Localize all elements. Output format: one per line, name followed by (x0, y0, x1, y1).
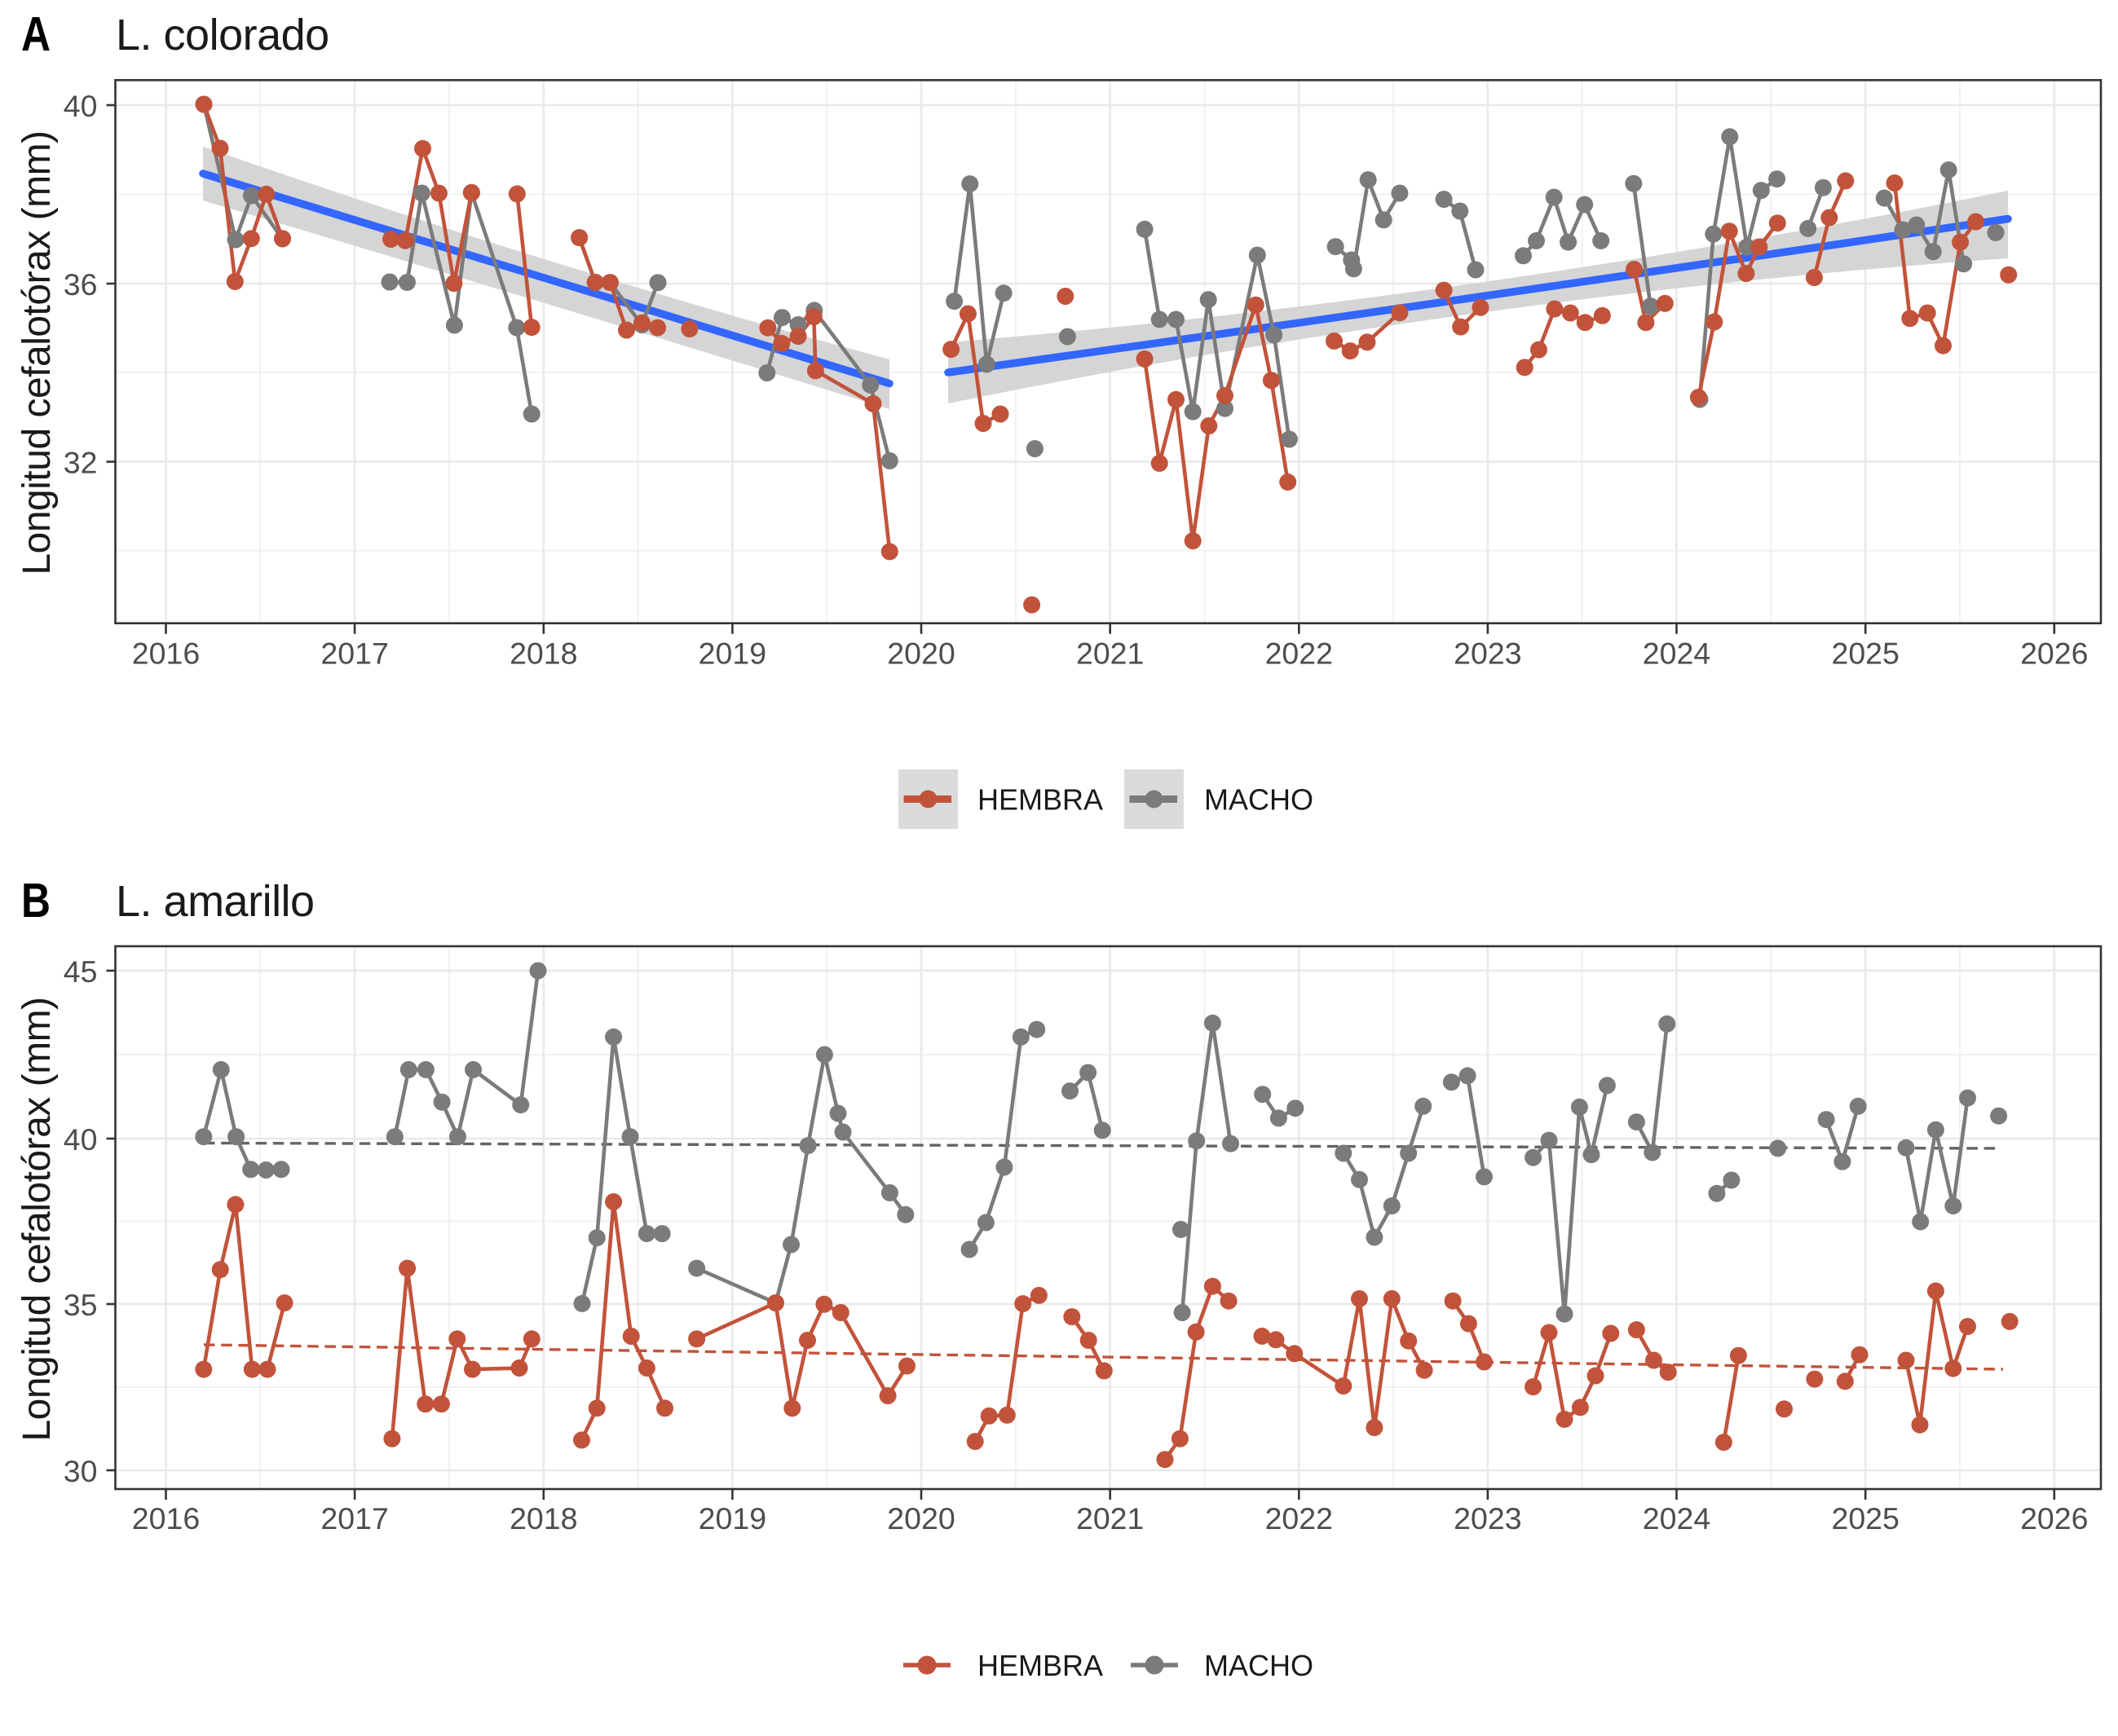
svg-text:35: 35 (64, 1288, 98, 1322)
svg-text:Longitud cefalotórax (mm): Longitud cefalotórax (mm) (15, 997, 59, 1441)
svg-text:40: 40 (64, 89, 98, 123)
svg-text:2018: 2018 (510, 637, 577, 671)
svg-text:40: 40 (64, 1122, 98, 1157)
svg-text:30: 30 (64, 1454, 98, 1488)
svg-text:L. amarillo: L. amarillo (116, 877, 315, 926)
svg-text:2025: 2025 (1831, 1501, 1899, 1536)
svg-text:L. colorado: L. colorado (116, 11, 329, 59)
svg-text:32: 32 (64, 446, 98, 480)
svg-text:Longitud cefalotórax (mm): Longitud cefalotórax (mm) (15, 130, 59, 575)
svg-text:2025: 2025 (1831, 637, 1899, 671)
svg-text:HEMBRA: HEMBRA (977, 1649, 1103, 1682)
svg-text:2018: 2018 (510, 1501, 577, 1536)
svg-text:2017: 2017 (320, 637, 388, 671)
svg-text:2019: 2019 (699, 637, 766, 671)
svg-text:2021: 2021 (1076, 637, 1144, 671)
svg-text:2016: 2016 (132, 637, 200, 671)
svg-text:2017: 2017 (320, 1501, 388, 1536)
svg-text:MACHO: MACHO (1204, 783, 1313, 817)
svg-text:2022: 2022 (1265, 1501, 1333, 1536)
svg-text:2026: 2026 (2020, 1501, 2088, 1536)
svg-text:2026: 2026 (2020, 637, 2088, 671)
svg-text:2022: 2022 (1265, 637, 1333, 671)
svg-text:B: B (21, 874, 51, 927)
svg-text:2023: 2023 (1454, 637, 1521, 671)
svg-text:2020: 2020 (887, 637, 955, 671)
svg-text:2019: 2019 (699, 1501, 766, 1536)
svg-text:2021: 2021 (1076, 1501, 1144, 1536)
svg-text:2020: 2020 (887, 1501, 955, 1536)
svg-text:45: 45 (64, 954, 98, 989)
svg-text:36: 36 (64, 267, 98, 302)
svg-text:HEMBRA: HEMBRA (977, 783, 1103, 817)
svg-text:2016: 2016 (132, 1501, 200, 1536)
svg-text:2024: 2024 (1643, 637, 1710, 671)
svg-text:2024: 2024 (1643, 1501, 1710, 1536)
svg-text:2023: 2023 (1454, 1501, 1521, 1536)
svg-text:A: A (21, 7, 51, 61)
svg-text:MACHO: MACHO (1204, 1649, 1313, 1682)
